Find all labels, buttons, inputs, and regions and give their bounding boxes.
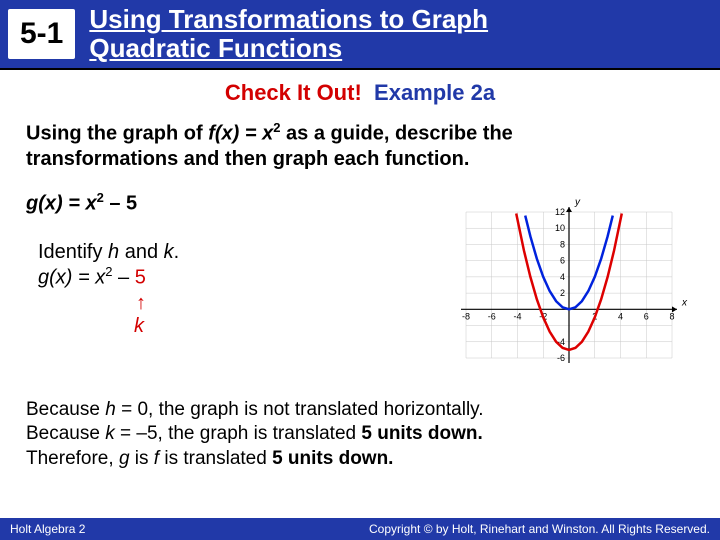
svg-text:-6: -6 — [488, 311, 496, 321]
checkit-blue: Example 2a — [368, 80, 495, 105]
svg-text:-6: -6 — [557, 353, 565, 363]
gx-equation: g(x) = x2 – 5 — [26, 190, 444, 216]
svg-text:8: 8 — [669, 311, 674, 321]
svg-text:-8: -8 — [462, 311, 470, 321]
svg-text:6: 6 — [560, 255, 565, 265]
section-number: 5-1 — [8, 9, 75, 59]
middle-row: g(x) = x2 – 5 Identify h and k. g(x) = x… — [26, 190, 694, 380]
page-title: Using Transformations to Graph Quadratic… — [89, 5, 488, 62]
footer-right: Copyright © by Holt, Rinehart and Winsto… — [369, 522, 710, 536]
content-area: Using the graph of f(x) = x2 as a guide,… — [0, 120, 720, 472]
left-column: g(x) = x2 – 5 Identify h and k. g(x) = x… — [26, 190, 444, 380]
identify-block: Identify h and k. g(x) = x2 – 5 — [38, 241, 444, 290]
footer-bar: Holt Algebra 2 Copyright © by Holt, Rine… — [0, 518, 720, 540]
conclusion-text: Because h = 0, the graph is not translat… — [26, 398, 694, 472]
k-label: k — [134, 315, 444, 338]
check-it-out-heading: Check It Out! Example 2a — [0, 80, 720, 106]
up-arrow: ↑ — [136, 292, 444, 315]
svg-text:x: x — [681, 297, 688, 308]
title-line2: Quadratic Functions — [89, 33, 342, 63]
svg-text:8: 8 — [560, 239, 565, 249]
checkit-red: Check It Out! — [225, 80, 362, 105]
svg-text:4: 4 — [618, 311, 623, 321]
graph-chart: -8-6-4-22468-6-424681012xy — [444, 190, 694, 380]
svg-text:10: 10 — [555, 223, 565, 233]
svg-text:4: 4 — [560, 272, 565, 282]
title-line1: Using Transformations to Graph — [89, 4, 488, 34]
svg-text:-4: -4 — [513, 311, 521, 321]
svg-text:6: 6 — [644, 311, 649, 321]
footer-left: Holt Algebra 2 — [10, 522, 85, 536]
header-bar: 5-1 Using Transformations to Graph Quadr… — [0, 0, 720, 70]
svg-text:y: y — [574, 197, 581, 208]
svg-text:12: 12 — [555, 207, 565, 217]
svg-text:2: 2 — [560, 288, 565, 298]
prompt-text: Using the graph of f(x) = x2 as a guide,… — [26, 120, 586, 172]
